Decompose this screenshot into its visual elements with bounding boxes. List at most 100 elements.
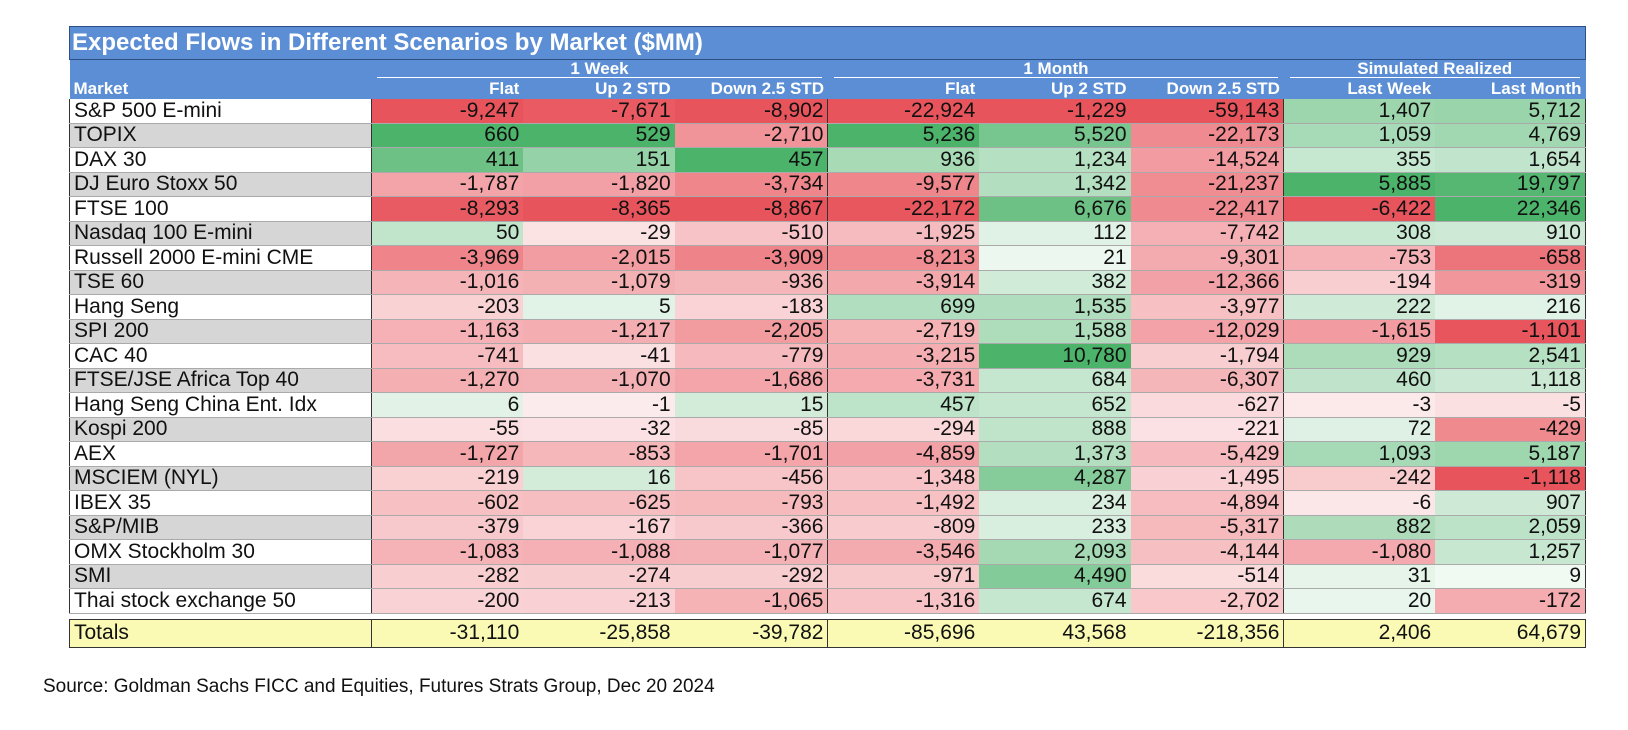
value-cell: -3,734 bbox=[674, 172, 829, 197]
value-cell: -282 bbox=[371, 564, 524, 589]
value-cell: -627 bbox=[1130, 392, 1285, 418]
value-cell: 308 bbox=[1283, 221, 1436, 246]
value-cell: -5,317 bbox=[1130, 515, 1285, 540]
table-row: FTSE/JSE Africa Top 40 -1,270 -1,070 -1,686… bbox=[69, 368, 1587, 393]
value-cell: -12,029 bbox=[1130, 319, 1285, 344]
value-cell: 1,059 bbox=[1283, 123, 1436, 148]
value-cell: 72 bbox=[1283, 417, 1436, 442]
table-body: S&P 500 E-mini -9,247 -7,671 -8,902 -22,924-… bbox=[69, 99, 1587, 614]
value-cell: -194 bbox=[1283, 270, 1436, 295]
value-cell: -793 bbox=[674, 490, 829, 516]
value-cell: -3,909 bbox=[674, 245, 829, 271]
value-cell: 5 bbox=[523, 294, 675, 320]
value-cell: 699 bbox=[827, 294, 980, 320]
value-cell: -9,577 bbox=[827, 172, 980, 197]
value-cell: 907 bbox=[1435, 490, 1587, 516]
value-cell: 1,654 bbox=[1435, 147, 1587, 173]
market-name: MSCIEM (NYL) bbox=[69, 466, 372, 491]
value-cell: 222 bbox=[1283, 294, 1436, 320]
market-name: DAX 30 bbox=[69, 147, 372, 173]
value-cell: -22,924 bbox=[827, 99, 980, 124]
table-row: Thai stock exchange 50 -200 -213 -1,065 -1,3… bbox=[69, 588, 1587, 614]
market-name: IBEX 35 bbox=[69, 490, 372, 516]
value-cell: -2,702 bbox=[1130, 588, 1285, 614]
column-header-week-down: Down 2.5 STD bbox=[674, 78, 828, 99]
market-name: FTSE/JSE Africa Top 40 bbox=[69, 368, 372, 393]
value-cell: 22,346 bbox=[1435, 196, 1587, 222]
table-row: Hang Seng -203 5 -183 699 1,535 -3,977 222 216 bbox=[69, 294, 1587, 320]
column-header-last-month: Last Month bbox=[1435, 78, 1586, 99]
totals-cell: -85,696 bbox=[827, 618, 980, 648]
value-cell: 888 bbox=[979, 417, 1131, 442]
market-name: Thai stock exchange 50 bbox=[69, 588, 372, 614]
value-cell: -183 bbox=[674, 294, 829, 320]
value-cell: -7,671 bbox=[523, 99, 675, 124]
value-cell: -3,546 bbox=[827, 539, 980, 565]
value-cell: -1,727 bbox=[371, 441, 524, 467]
value-cell: -55 bbox=[371, 417, 524, 442]
value-cell: -22,173 bbox=[1130, 123, 1285, 148]
value-cell: -242 bbox=[1283, 466, 1436, 491]
value-cell: 1,407 bbox=[1283, 99, 1436, 124]
table-row: Russell 2000 E-mini CME -3,969 -2,015 -3,90… bbox=[69, 245, 1587, 271]
value-cell: -658 bbox=[1435, 245, 1587, 271]
table-row: Nasdaq 100 E-mini 50 -29 -510 -1,925 112 -7,74… bbox=[69, 221, 1587, 246]
market-name: AEX bbox=[69, 441, 372, 467]
table-row: TOPIX 660 529 -2,710 5,236 5,520 -22,173 1,059 4… bbox=[69, 123, 1587, 148]
value-cell: -456 bbox=[674, 466, 829, 491]
market-name: TOPIX bbox=[69, 123, 372, 148]
value-cell: -8,293 bbox=[371, 196, 524, 222]
value-cell: -602 bbox=[371, 490, 524, 516]
value-cell: 1,535 bbox=[979, 294, 1131, 320]
table-row: SPI 200 -1,163 -1,217 -2,205 -2,719 1,588 -12,… bbox=[69, 319, 1587, 344]
value-cell: -29 bbox=[523, 221, 675, 246]
value-cell: -1,794 bbox=[1130, 343, 1285, 369]
value-cell: -6,422 bbox=[1283, 196, 1436, 222]
value-cell: -274 bbox=[523, 564, 675, 589]
value-cell: -319 bbox=[1435, 270, 1587, 295]
value-cell: -1,016 bbox=[371, 270, 524, 295]
value-cell: -1,118 bbox=[1435, 466, 1587, 491]
value-cell: -1,787 bbox=[371, 172, 524, 197]
value-cell: -753 bbox=[1283, 245, 1436, 271]
value-cell: 2,093 bbox=[979, 539, 1131, 565]
value-cell: -292 bbox=[674, 564, 829, 589]
table-row: DAX 30 411 151 457 936 1,234 -14,524 355 1,654 bbox=[69, 147, 1587, 173]
value-cell: 1,234 bbox=[979, 147, 1131, 173]
value-cell: 5,187 bbox=[1435, 441, 1587, 467]
value-cell: 21 bbox=[979, 245, 1131, 271]
value-cell: 652 bbox=[979, 392, 1131, 418]
value-cell: 529 bbox=[523, 123, 675, 148]
totals-cell: 43,568 bbox=[979, 618, 1131, 648]
value-cell: -1,088 bbox=[523, 539, 675, 565]
value-cell: -3,977 bbox=[1130, 294, 1285, 320]
value-cell: -3,969 bbox=[371, 245, 524, 271]
value-cell: -1 bbox=[523, 392, 675, 418]
value-cell: -32 bbox=[523, 417, 675, 442]
value-cell: -12,366 bbox=[1130, 270, 1285, 295]
value-cell: -1,229 bbox=[979, 99, 1131, 124]
value-cell: -203 bbox=[371, 294, 524, 320]
value-cell: -1,217 bbox=[523, 319, 675, 344]
value-cell: 20 bbox=[1283, 588, 1436, 614]
value-cell: 5,712 bbox=[1435, 99, 1587, 124]
value-cell: -779 bbox=[674, 343, 829, 369]
value-cell: -429 bbox=[1435, 417, 1587, 442]
value-cell: -221 bbox=[1130, 417, 1285, 442]
value-cell: -366 bbox=[674, 515, 829, 540]
value-cell: -379 bbox=[371, 515, 524, 540]
value-cell: -7,742 bbox=[1130, 221, 1285, 246]
value-cell: -22,417 bbox=[1130, 196, 1285, 222]
flows-table: Expected Flows in Different Scenarios by… bbox=[69, 26, 1587, 648]
value-cell: -8,902 bbox=[674, 99, 829, 124]
value-cell: -6 bbox=[1283, 490, 1436, 516]
value-cell: -9,247 bbox=[371, 99, 524, 124]
value-cell: -3,731 bbox=[827, 368, 980, 393]
totals-cell: 2,406 bbox=[1283, 618, 1436, 648]
value-cell: -1,083 bbox=[371, 539, 524, 565]
value-cell: -1,820 bbox=[523, 172, 675, 197]
totals-cell: -31,110 bbox=[371, 618, 524, 648]
table-row: MSCIEM (NYL) -219 16 -456 -1,348 4,287 -1,495-… bbox=[69, 466, 1587, 491]
totals-cell: -25,858 bbox=[523, 618, 675, 648]
value-cell: -1,077 bbox=[674, 539, 829, 565]
